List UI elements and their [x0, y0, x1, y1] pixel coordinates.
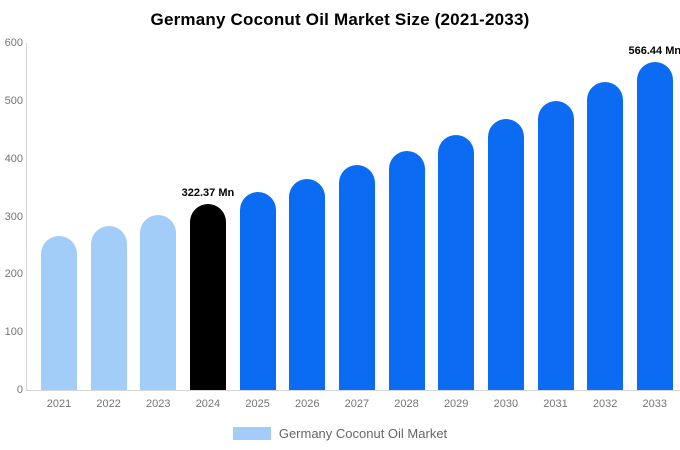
x-tick-label-2028: 2028 [394, 398, 419, 410]
legend-swatch [232, 427, 271, 440]
y-tick-label-200: 200 [4, 268, 23, 281]
x-tick-label-2032: 2032 [592, 398, 618, 410]
y-axis-line [26, 43, 27, 390]
x-tick-label-2030: 2030 [493, 398, 519, 410]
x-tick-label-2024: 2024 [195, 398, 221, 410]
bar-2033 [636, 62, 673, 390]
bar-2024 [189, 203, 226, 390]
bar-2027 [338, 165, 375, 390]
bar-2031 [537, 100, 574, 390]
bar-2022 [90, 225, 127, 390]
x-tick-label-2022: 2022 [96, 398, 121, 410]
x-tick-label-2021: 2021 [46, 398, 72, 410]
bar-2029 [438, 134, 475, 390]
bar-2030 [487, 118, 524, 390]
y-tick-label-400: 400 [4, 152, 23, 165]
bar-2026 [289, 178, 326, 390]
bar-2021 [41, 236, 77, 390]
x-tick-label-2026: 2026 [295, 398, 320, 410]
value-label-2033: 566.44 Mn [628, 45, 680, 58]
bar-2032 [587, 82, 624, 390]
x-tick-label-2033: 2033 [642, 398, 668, 410]
x-tick-label-2023: 2023 [146, 398, 171, 410]
x-axis-line [26, 390, 680, 391]
y-tick-label-0: 0 [16, 384, 23, 396]
bar-2023 [140, 214, 177, 390]
bar-2028 [388, 150, 425, 390]
legend: Germany Coconut Oil Market [0, 426, 680, 441]
y-tick-label-300: 300 [4, 210, 23, 223]
y-tick-label-500: 500 [4, 94, 23, 107]
x-tick-label-2031: 2031 [543, 398, 568, 410]
x-tick-label-2025: 2025 [245, 398, 270, 410]
chart-title: Germany Coconut Oil Market Size (2021-20… [150, 10, 530, 29]
x-tick-label-2027: 2027 [344, 398, 370, 410]
y-tick-label-100: 100 [4, 326, 23, 339]
y-tick-label-600: 600 [4, 37, 23, 49]
legend-label: Germany Coconut Oil Market [278, 426, 448, 441]
bar-2025 [239, 191, 276, 390]
value-label-2024: 322.37 Mn [181, 186, 235, 199]
x-tick-label-2029: 2029 [443, 398, 469, 410]
